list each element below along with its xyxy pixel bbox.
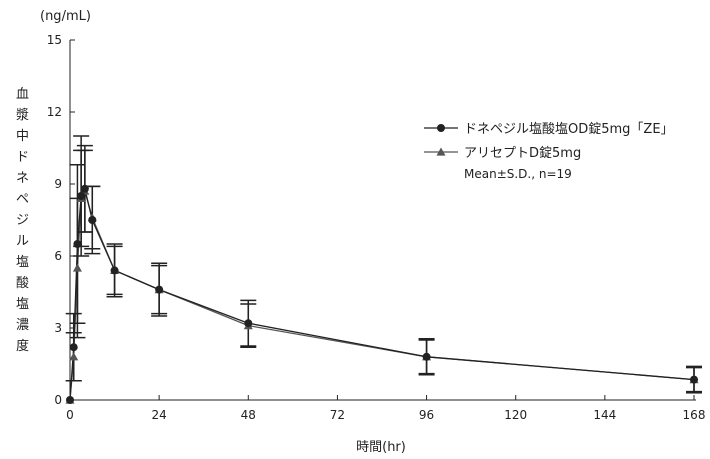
y-axis-title-char: ジ — [16, 213, 29, 228]
legend-label: ドネペジル塩酸塩OD錠5mg「ZE」 — [464, 122, 674, 137]
y-axis-title-char: 塩 — [16, 255, 29, 270]
y-axis-title-char: 血 — [16, 87, 29, 102]
legend-marker-circle — [437, 124, 445, 132]
series-line-circle — [69, 186, 695, 401]
y-tick-label: 6 — [54, 249, 62, 263]
x-tick-label: 144 — [593, 408, 616, 422]
y-tick-label: 12 — [47, 105, 62, 119]
series-line-triangle — [69, 189, 695, 401]
y-axis-title-char: ル — [16, 234, 29, 249]
y-axis-title-char: 塩 — [16, 297, 29, 312]
data-point-circle — [88, 216, 97, 224]
legend-marker-triangle — [436, 147, 446, 156]
y-tick-label: 3 — [54, 321, 62, 335]
data-point-circle — [244, 319, 253, 328]
legend-label: アリセプトD錠5mg — [464, 146, 581, 161]
x-tick-label: 120 — [504, 408, 527, 422]
y-tick-label: 9 — [54, 177, 62, 191]
x-tick-label: 168 — [683, 408, 706, 422]
data-point-circle — [155, 285, 164, 294]
data-point-circle — [73, 240, 82, 248]
data-point-triangle — [69, 352, 79, 361]
y-axis-title-char: 漿 — [16, 108, 29, 123]
y-unit-label: (ng/mL) — [40, 9, 91, 24]
y-axis-title-char: ド — [16, 150, 29, 165]
data-point-circle — [69, 343, 78, 352]
y-tick-label: 15 — [47, 33, 62, 47]
y-axis-title-char: 濃 — [16, 318, 29, 333]
x-tick-label: 72 — [330, 408, 345, 422]
y-tick-label: 0 — [54, 393, 62, 407]
x-axis-title: 時間(hr) — [356, 440, 406, 455]
data-point-circle — [66, 396, 74, 404]
data-point-circle — [690, 375, 698, 384]
data-point-circle — [422, 352, 431, 361]
y-axis-title-char: ペ — [16, 192, 29, 207]
legend-note: Mean±S.D., n=19 — [464, 167, 572, 181]
data-point-circle — [110, 266, 119, 275]
x-tick-label: 48 — [241, 408, 256, 422]
y-axis-title: 血漿中ドネペジル塩酸塩濃度 — [16, 87, 29, 354]
y-axis-title-char: ネ — [16, 171, 29, 186]
y-axis-title-char: 度 — [16, 338, 29, 354]
y-axis-title-char: 中 — [16, 129, 29, 144]
x-tick-label: 24 — [152, 408, 167, 422]
x-tick-label: 96 — [419, 408, 434, 422]
y-axis-title-char: 酸 — [16, 276, 29, 291]
x-tick-label: 0 — [66, 408, 74, 422]
data-point-circle — [80, 184, 89, 193]
data-point-triangle — [72, 263, 82, 272]
data-point-circle — [77, 192, 86, 200]
